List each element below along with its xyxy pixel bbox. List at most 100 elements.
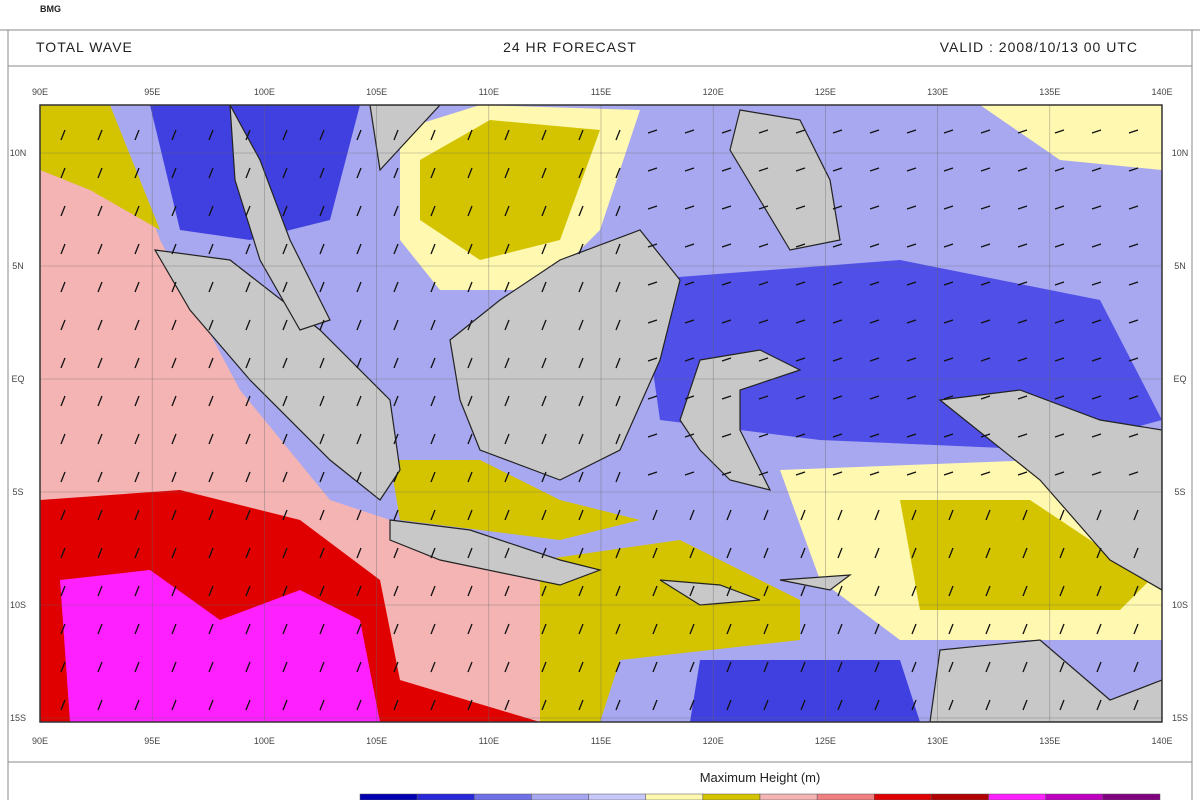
header-center: 24 HR FORECAST <box>503 39 637 55</box>
wind-arrow <box>504 281 510 293</box>
wind-arrow <box>758 205 769 210</box>
wind-arrow <box>1091 433 1102 438</box>
legend-swatch <box>816 793 875 801</box>
legend-title: Maximum Height (m) <box>700 770 821 785</box>
wind-arrow <box>943 357 954 362</box>
wind-arrow <box>1128 319 1139 324</box>
wind-arrow <box>430 319 436 331</box>
wind-arrow <box>1054 281 1065 286</box>
wind-arrow <box>1096 661 1102 673</box>
wind-arrow <box>245 433 251 445</box>
wind-arrow <box>171 167 177 179</box>
wind-arrow <box>1022 547 1028 559</box>
wind-arrow <box>689 623 695 635</box>
wind-arrow <box>282 167 288 179</box>
wind-arrow <box>948 661 954 673</box>
wind-arrow <box>541 509 547 521</box>
legend-swatch <box>1102 793 1161 801</box>
wind-arrow <box>282 319 288 331</box>
wind-arrow <box>60 433 66 445</box>
logo: BMG <box>40 4 61 14</box>
wind-arrow <box>647 243 658 248</box>
wind-arrow <box>541 547 547 559</box>
wind-arrow <box>721 129 732 134</box>
wind-arrow <box>874 509 880 521</box>
wind-arrow <box>1096 547 1102 559</box>
wind-arrow <box>615 205 621 217</box>
wind-arrow <box>171 129 177 141</box>
wind-arrow <box>245 281 251 293</box>
lon-label-top: 140E <box>1151 87 1172 97</box>
wind-arrow <box>282 471 288 483</box>
zone-yellow <box>540 540 800 722</box>
wind-arrow <box>1017 319 1028 324</box>
wind-arrow <box>869 471 880 476</box>
wind-arrow <box>800 547 806 559</box>
wind-arrow <box>721 433 732 438</box>
wind-arrow <box>578 167 584 179</box>
wind-arrow <box>467 281 473 293</box>
legend-swatch <box>474 793 532 801</box>
wind-arrow <box>1091 243 1102 248</box>
wind-arrow <box>319 585 325 597</box>
wind-arrow <box>578 205 584 217</box>
legend-swatch <box>531 793 589 801</box>
wind-arrow <box>245 129 251 141</box>
wind-arrow <box>1017 243 1028 248</box>
wind-arrow <box>1059 585 1065 597</box>
wind-arrow <box>726 585 732 597</box>
wind-arrow <box>943 433 954 438</box>
wind-arrow <box>467 585 473 597</box>
wind-arrow <box>1091 281 1102 286</box>
wind-arrow <box>541 699 547 711</box>
wind-arrow <box>541 661 547 673</box>
wind-arrow <box>1091 319 1102 324</box>
wind-arrow <box>356 699 362 711</box>
wind-arrow <box>356 357 362 369</box>
lon-label-bottom: 110E <box>479 736 499 746</box>
wind-arrow <box>980 395 991 400</box>
wind-arrow <box>980 357 991 362</box>
wind-arrow <box>758 129 769 134</box>
zone-yellow <box>900 500 1150 610</box>
wind-arrow <box>1059 509 1065 521</box>
wind-arrow <box>1091 395 1102 400</box>
wind-arrow <box>906 281 917 286</box>
wind-arrow <box>832 357 843 362</box>
wind-arrow <box>615 471 621 483</box>
wind-arrow <box>943 319 954 324</box>
wind-arrow <box>795 319 806 324</box>
wind-arrow <box>134 547 140 559</box>
wind-arrows <box>60 129 1139 711</box>
wind-arrow <box>684 357 695 362</box>
wind-arrow <box>1017 433 1028 438</box>
wind-arrow <box>1096 509 1102 521</box>
wind-arrow <box>282 281 288 293</box>
wind-arrow <box>97 585 103 597</box>
wind-arrow <box>356 509 362 521</box>
wind-arrow <box>541 357 547 369</box>
wind-arrow <box>837 661 843 673</box>
wind-arrow <box>948 585 954 597</box>
wind-arrow <box>245 319 251 331</box>
wind-arrow <box>356 243 362 255</box>
wind-arrow <box>1017 167 1028 172</box>
wind-arrow <box>171 585 177 597</box>
wind-arrow <box>97 433 103 445</box>
map-frame <box>39 104 1163 723</box>
lat-label-right: 10S <box>1172 600 1188 610</box>
wind-arrow <box>906 319 917 324</box>
wind-arrow <box>689 547 695 559</box>
legend-swatch <box>931 793 989 801</box>
wind-arrow <box>60 167 66 179</box>
wind-arrow <box>578 243 584 255</box>
lat-label-left: 15S <box>10 713 26 723</box>
wind-arrow <box>171 205 177 217</box>
lat-label-right: 5N <box>1174 261 1186 271</box>
wind-arrow <box>763 661 769 673</box>
wind-arrow <box>615 357 621 369</box>
wind-arrow <box>721 319 732 324</box>
wind-arrow <box>60 129 66 141</box>
wind-arrow <box>504 395 510 407</box>
wind-arrow <box>948 547 954 559</box>
